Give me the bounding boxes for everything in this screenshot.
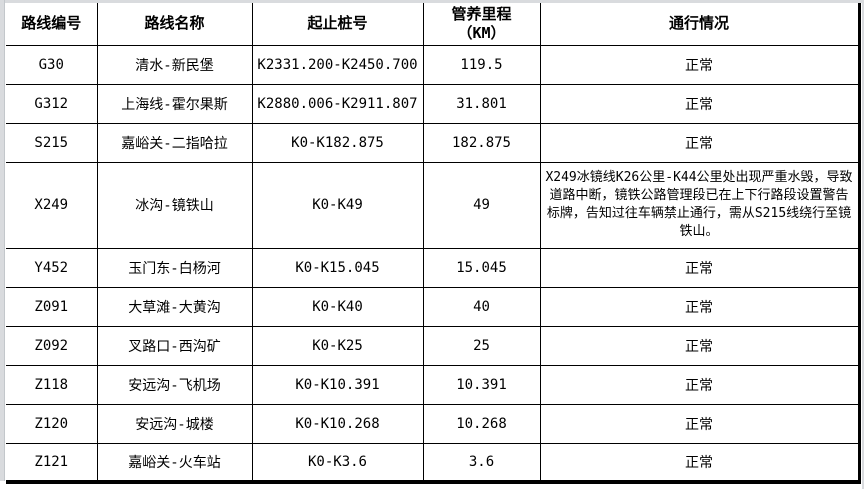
cell-traffic-status: 正常: [539, 403, 861, 444]
cell-traffic-status: X249冰镜线K26公里-K44公里处出现严重水毁，导致道路中断，镜铁公路管理段…: [539, 161, 861, 249]
cell-traffic-status: 正常: [539, 122, 861, 163]
cell-route-code: Z120: [6, 403, 98, 444]
cell-mileage-km: 31.801: [422, 83, 541, 124]
cell-stake-range: K0-K10.391: [251, 364, 424, 405]
table-row: Y452 玉门东-白杨河 K0-K15.045 15.045 正常: [6, 247, 861, 288]
table-row: Z120 安远沟-城楼 K0-K10.268 10.268 正常: [6, 403, 861, 444]
cell-stake-range: K0-K10.268: [251, 403, 424, 444]
cell-route-code: Z092: [6, 325, 98, 366]
spreadsheet-right-edge: [862, 0, 864, 489]
cell-route-code: Z091: [6, 286, 98, 327]
spreadsheet-top-edge: [0, 0, 864, 3]
cell-stake-range: K0-K49: [251, 161, 424, 249]
cell-mileage-km: 3.6: [422, 442, 541, 483]
cell-route-name: 安远沟-飞机场: [96, 364, 253, 405]
cell-route-name: 上海线-霍尔果斯: [96, 83, 253, 124]
table-body: G30 清水-新民堡 K2331.200-K2450.700 119.5 正常 G312 上…: [6, 44, 861, 483]
cell-route-code: G30: [6, 44, 98, 85]
cell-mileage-km: 49: [422, 161, 541, 249]
cell-stake-range: K0-K182.875: [251, 122, 424, 163]
table-row: G312 上海线-霍尔果斯 K2880.006-K2911.807 31.801 正常: [6, 83, 861, 124]
cell-route-name: 嘉峪关-火车站: [96, 442, 253, 483]
header-stake-range: 起止桩号: [251, 3, 424, 46]
cell-traffic-status: 正常: [539, 364, 861, 405]
cell-traffic-status: 正常: [539, 286, 861, 327]
cell-stake-range: K2331.200-K2450.700: [251, 44, 424, 85]
cell-route-code: X249: [6, 161, 98, 249]
cell-route-name: 大草滩-大黄沟: [96, 286, 253, 327]
cell-route-name: 叉路口-西沟矿: [96, 325, 253, 366]
cell-route-code: Z121: [6, 442, 98, 483]
table-row: Z091 大草滩-大黄沟 K0-K40 40 正常: [6, 286, 861, 327]
cell-route-name: 嘉峪关-二指哈拉: [96, 122, 253, 163]
cell-route-name: 冰沟-镜铁山: [96, 161, 253, 249]
cell-mileage-km: 10.391: [422, 364, 541, 405]
spreadsheet-left-edge: [0, 0, 5, 481]
cell-mileage-km: 40: [422, 286, 541, 327]
road-condition-table: 路线编号 路线名称 起止桩号 管养里程 （KM） 通行情况 G30 清水-新民堡 K…: [6, 3, 861, 484]
table-row: Z121 嘉峪关-火车站 K0-K3.6 3.6 正常: [6, 442, 861, 483]
cell-stake-range: K2880.006-K2911.807: [251, 83, 424, 124]
cell-route-code: S215: [6, 122, 98, 163]
header-route-name: 路线名称: [96, 3, 253, 46]
header-mileage-km: 管养里程 （KM）: [422, 3, 541, 46]
cell-route-name: 安远沟-城楼: [96, 403, 253, 444]
table-row: X249 冰沟-镜铁山 K0-K49 49 X249冰镜线K26公里-K44公里处出现严…: [6, 161, 861, 249]
table-row: Z092 叉路口-西沟矿 K0-K25 25 正常: [6, 325, 861, 366]
cell-stake-range: K0-K3.6: [251, 442, 424, 483]
cell-mileage-km: 10.268: [422, 403, 541, 444]
cell-route-name: 清水-新民堡: [96, 44, 253, 85]
cell-route-code: Y452: [6, 247, 98, 288]
header-route-code: 路线编号: [6, 3, 98, 46]
cell-mileage-km: 15.045: [422, 247, 541, 288]
cell-route-code: Z118: [6, 364, 98, 405]
cell-traffic-status: 正常: [539, 44, 861, 85]
cell-stake-range: K0-K15.045: [251, 247, 424, 288]
cell-route-name: 玉门东-白杨河: [96, 247, 253, 288]
header-row: 路线编号 路线名称 起止桩号 管养里程 （KM） 通行情况: [6, 3, 861, 46]
cell-stake-range: K0-K40: [251, 286, 424, 327]
table-header: 路线编号 路线名称 起止桩号 管养里程 （KM） 通行情况: [6, 3, 861, 46]
table-row: G30 清水-新民堡 K2331.200-K2450.700 119.5 正常: [6, 44, 861, 85]
cell-traffic-status: 正常: [539, 83, 861, 124]
cell-traffic-status: 正常: [539, 442, 861, 483]
header-traffic-status: 通行情况: [539, 3, 861, 46]
cell-mileage-km: 119.5: [422, 44, 541, 85]
cell-route-code: G312: [6, 83, 98, 124]
cell-mileage-km: 25: [422, 325, 541, 366]
cell-traffic-status: 正常: [539, 325, 861, 366]
table-row: Z118 安远沟-飞机场 K0-K10.391 10.391 正常: [6, 364, 861, 405]
table-row: S215 嘉峪关-二指哈拉 K0-K182.875 182.875 正常: [6, 122, 861, 163]
cell-traffic-status: 正常: [539, 247, 861, 288]
cell-stake-range: K0-K25: [251, 325, 424, 366]
cell-mileage-km: 182.875: [422, 122, 541, 163]
